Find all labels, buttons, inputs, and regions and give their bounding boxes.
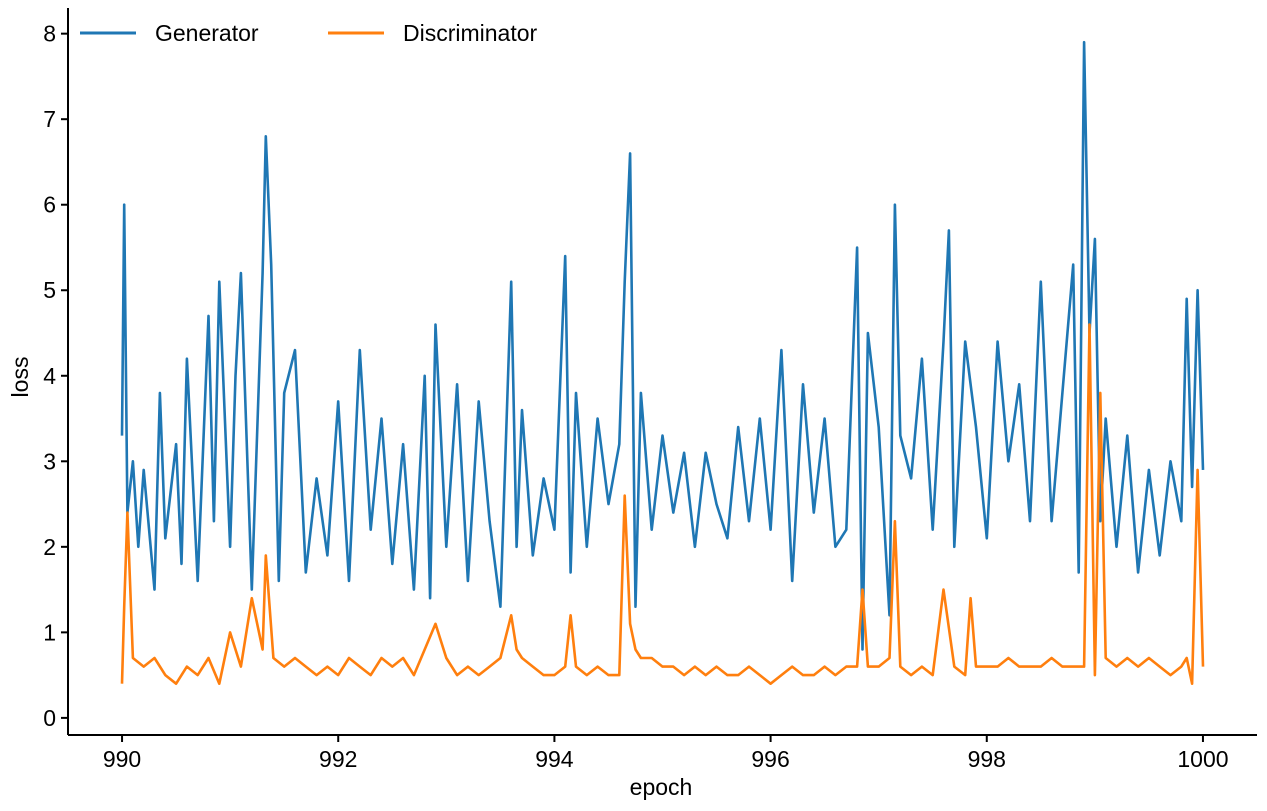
x-tick-label: 994 — [535, 746, 574, 772]
x-tick-label: 998 — [968, 746, 1006, 772]
legend-label-discriminator: Discriminator — [403, 20, 538, 46]
y-tick-label: 8 — [43, 21, 56, 47]
y-tick-label: 5 — [43, 277, 56, 303]
series-layer — [120, 40, 1205, 686]
y-tick-label: 2 — [43, 534, 56, 560]
y-tick-label: 6 — [43, 192, 56, 218]
x-tick-label: 992 — [319, 746, 357, 772]
legend: Generator Discriminator — [80, 20, 538, 46]
series-line-generator — [120, 40, 1205, 651]
x-tick-label: 990 — [103, 746, 141, 772]
legend-label-generator: Generator — [155, 20, 259, 46]
x-tick-label: 1000 — [1177, 746, 1228, 772]
y-tick-label: 1 — [43, 619, 56, 645]
x-axis-title: epoch — [630, 774, 693, 800]
x-tick-label: 996 — [751, 746, 789, 772]
y-tick-label: 3 — [43, 448, 56, 474]
y-tick-label: 0 — [43, 705, 56, 731]
y-axis-title: loss — [7, 357, 33, 398]
axes: 990 992 994 996 998 1000 0 1 2 3 4 5 6 7 8 — [43, 8, 1257, 772]
series-line-discriminator — [120, 323, 1205, 686]
y-tick-label: 4 — [43, 363, 56, 389]
y-tick-label: 7 — [43, 106, 56, 132]
